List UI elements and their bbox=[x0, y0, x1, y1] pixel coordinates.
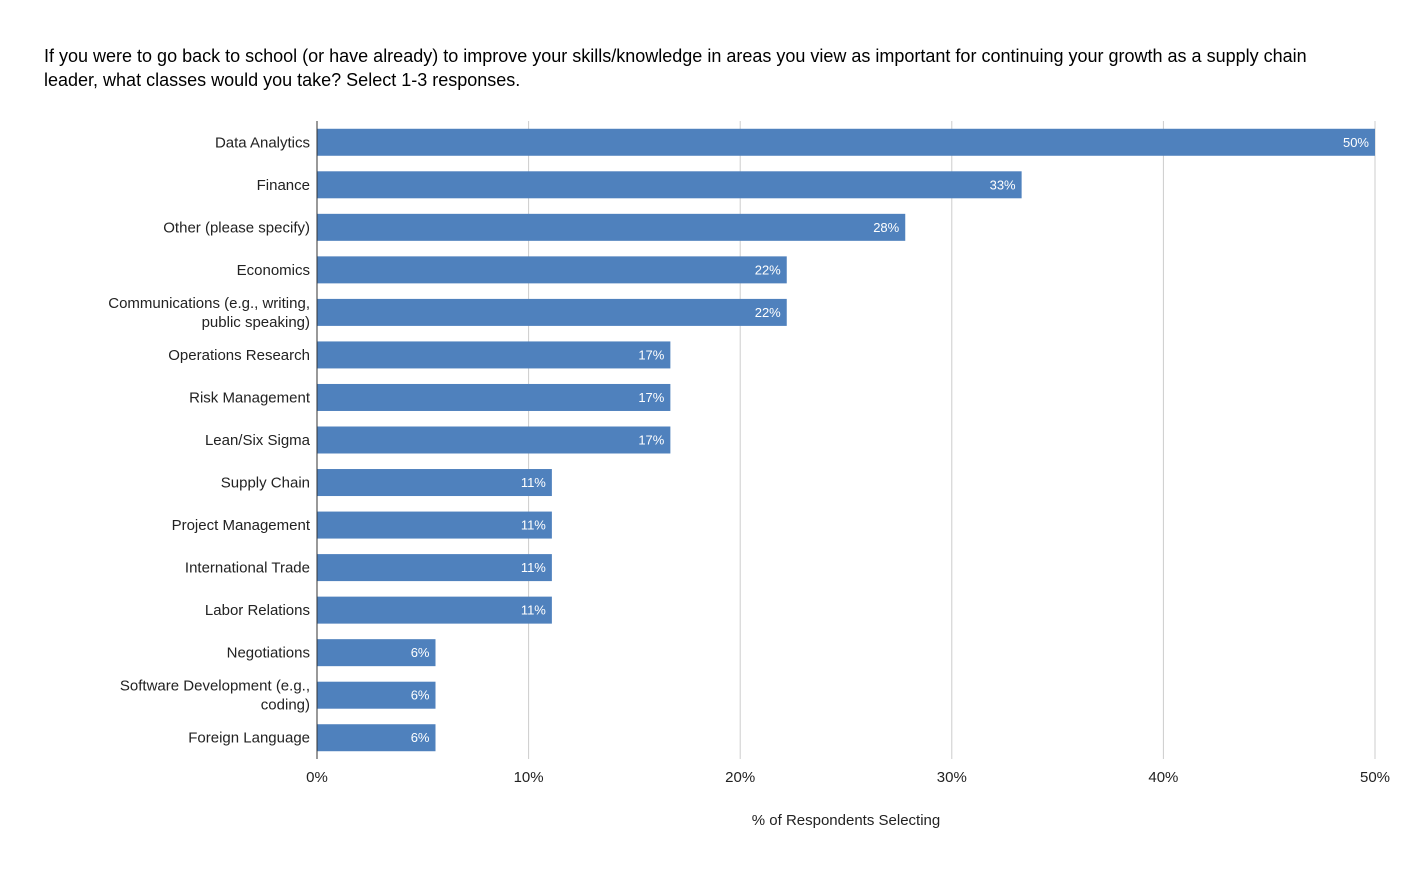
category-label: Operations Research bbox=[168, 347, 310, 364]
x-tick-label: 40% bbox=[1148, 769, 1178, 786]
bar bbox=[317, 724, 436, 752]
data-label: 11% bbox=[521, 560, 546, 575]
bar bbox=[317, 554, 552, 582]
bar bbox=[317, 128, 1375, 156]
data-label: 6% bbox=[411, 688, 430, 703]
data-label: 28% bbox=[873, 220, 899, 235]
category-label: Data Analytics bbox=[215, 134, 310, 151]
category-label: Labor Relations bbox=[205, 602, 310, 619]
bar bbox=[317, 341, 671, 369]
x-tick-label: 0% bbox=[306, 769, 328, 786]
bar bbox=[317, 426, 671, 454]
bar bbox=[317, 596, 552, 624]
data-label: 11% bbox=[521, 518, 546, 533]
bar bbox=[317, 171, 1022, 199]
category-label: Project Management bbox=[172, 517, 311, 534]
data-label: 17% bbox=[638, 347, 664, 362]
bar bbox=[317, 213, 906, 241]
x-tick-labels: 0% 10% 20% 30% 40% 50% bbox=[306, 769, 1390, 786]
bar bbox=[317, 383, 671, 411]
category-label: Communications (e.g., writing, public spe… bbox=[108, 295, 310, 331]
x-tick-label: 10% bbox=[514, 769, 544, 786]
category-label: Finance bbox=[257, 177, 310, 194]
data-label: 22% bbox=[755, 305, 781, 320]
data-label: 50% bbox=[1343, 135, 1369, 150]
data-label: 11% bbox=[521, 475, 546, 490]
data-label: 33% bbox=[990, 177, 1016, 192]
data-label: 6% bbox=[411, 645, 430, 660]
category-label: Negotiations bbox=[227, 645, 310, 662]
bars: 50% 33% 28% 22% 22% 17% 17% 17% 11% 11% 11% 11% 6% 6%… bbox=[317, 128, 1375, 752]
category-labels: Data Analytics Finance Other (please speci… bbox=[108, 134, 311, 746]
bar bbox=[317, 298, 787, 326]
category-label: Economics bbox=[237, 262, 310, 279]
bar bbox=[317, 681, 436, 709]
bar bbox=[317, 256, 787, 284]
data-label: 17% bbox=[638, 433, 664, 448]
data-label: 22% bbox=[755, 262, 781, 277]
chart-title: If you were to go back to school (or hav… bbox=[44, 46, 1307, 90]
data-label: 11% bbox=[521, 603, 546, 618]
category-label: Foreign Language bbox=[188, 730, 310, 747]
category-label: Other (please specify) bbox=[163, 219, 310, 236]
bar bbox=[317, 511, 552, 539]
category-label: Supply Chain bbox=[221, 475, 310, 492]
x-tick-label: 20% bbox=[725, 769, 755, 786]
category-label: Software Development (e.g., coding) bbox=[120, 678, 310, 714]
category-label: International Trade bbox=[185, 560, 310, 577]
bar bbox=[317, 639, 436, 667]
bar bbox=[317, 469, 552, 497]
x-axis-title: % of Respondents Selecting bbox=[752, 812, 940, 829]
data-label: 6% bbox=[411, 730, 430, 745]
category-label: Risk Management bbox=[189, 389, 311, 406]
x-tick-label: 30% bbox=[937, 769, 967, 786]
data-label: 17% bbox=[638, 390, 664, 405]
category-label: Lean/Six Sigma bbox=[205, 432, 311, 449]
x-tick-label: 50% bbox=[1360, 769, 1390, 786]
